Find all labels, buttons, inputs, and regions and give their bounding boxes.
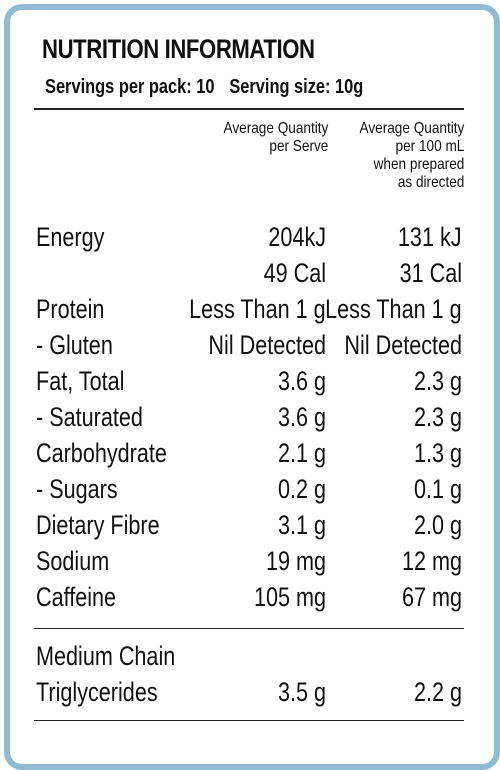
value-per-100ml: 2.3 g [413, 402, 462, 432]
nutrient-name: Fat, Total [36, 366, 125, 396]
value-per-100ml: 67 mg [401, 582, 462, 612]
value-per-100ml: 0.1 g [413, 474, 462, 504]
value-per-serve: 204kJ [268, 222, 326, 252]
serving-size: Serving size: 10g [229, 76, 364, 98]
nutrient-row: Medium Chain [0, 640, 500, 676]
nutrient-name: - Saturated [36, 402, 143, 432]
column-header-per-100ml: Average Quantity per 100 mL when prepare… [359, 120, 464, 192]
value-per-100ml: 1.3 g [413, 438, 462, 468]
nutrient-row: 49 Cal 31 Cal [0, 257, 500, 293]
value-per-serve: 19 mg [265, 546, 326, 576]
nutrient-row: Dietary Fibre 3.1 g 2.0 g [0, 509, 500, 545]
servings-line: Servings per pack: 10 Serving size: 10g [45, 76, 378, 99]
column-header-line: as directed [397, 174, 464, 191]
nutrient-row: Caffeine 105 mg 67 mg [0, 581, 500, 617]
nutrient-name: Carbohydrate [36, 438, 167, 468]
column-header-line: Average Quantity [223, 120, 328, 137]
value-per-serve: 2.1 g [277, 438, 326, 468]
value-per-100ml: 2.2 g [413, 677, 462, 707]
value-per-100ml: 131 kJ [398, 222, 462, 252]
header-divider [34, 108, 464, 110]
nutrient-row: Triglycerides 3.5 g 2.2 g [0, 676, 500, 712]
column-header-line: Average Quantity [359, 120, 464, 137]
nutrient-row: Carbohydrate 2.1 g 1.3 g [0, 437, 500, 473]
value-per-serve: 49 Cal [263, 258, 326, 288]
value-per-serve: Less Than 1 g [189, 294, 327, 324]
nutrient-name: Energy [36, 222, 105, 252]
value-per-serve: 3.6 g [277, 402, 326, 432]
column-header-line: per Serve [269, 138, 328, 155]
value-per-100ml: 2.0 g [413, 510, 462, 540]
nutrient-name: Triglycerides [36, 677, 158, 707]
table-divider [34, 628, 464, 629]
panel-title: NUTRITION INFORMATION [42, 34, 315, 64]
column-header-line: when prepared [373, 156, 464, 173]
value-per-serve: 3.1 g [277, 510, 326, 540]
value-per-100ml: 31 Cal [399, 258, 462, 288]
nutrient-row: Fat, Total 3.6 g 2.3 g [0, 365, 500, 401]
value-per-100ml: 12 mg [401, 546, 462, 576]
value-per-serve: 3.6 g [277, 366, 326, 396]
column-header-per-serve: Average Quantity per Serve [223, 120, 328, 156]
nutrient-row: - Gluten Nil Detected Nil Detected [0, 329, 500, 365]
nutrition-panel [4, 4, 500, 770]
nutrient-row: Sodium 19 mg 12 mg [0, 545, 500, 581]
value-per-100ml: Less Than 1 g [325, 294, 463, 324]
value-per-serve: 105 mg [253, 582, 326, 612]
nutrient-name: - Gluten [36, 330, 113, 360]
nutrient-name: Caffeine [36, 582, 117, 612]
bottom-divider [34, 720, 464, 721]
value-per-serve: Nil Detected [208, 330, 326, 360]
value-per-serve: 3.5 g [277, 677, 326, 707]
nutrient-name: - Sugars [36, 474, 118, 504]
value-per-serve: 0.2 g [277, 474, 326, 504]
value-per-100ml: Nil Detected [344, 330, 462, 360]
nutrient-row: Energy 204kJ 131 kJ [0, 221, 500, 257]
nutrient-row: Protein Less Than 1 g Less Than 1 g [0, 293, 500, 329]
nutrient-name: Medium Chain [36, 641, 176, 671]
nutrient-row: - Saturated 3.6 g 2.3 g [0, 401, 500, 437]
column-header-line: per 100 mL [395, 138, 464, 155]
nutrient-name: Dietary Fibre [36, 510, 160, 540]
servings-per-pack: Servings per pack: 10 [45, 76, 215, 98]
value-per-100ml: 2.3 g [413, 366, 462, 396]
nutrient-name: Protein [36, 294, 105, 324]
nutrient-row: - Sugars 0.2 g 0.1 g [0, 473, 500, 509]
nutrient-name: Sodium [36, 546, 110, 576]
